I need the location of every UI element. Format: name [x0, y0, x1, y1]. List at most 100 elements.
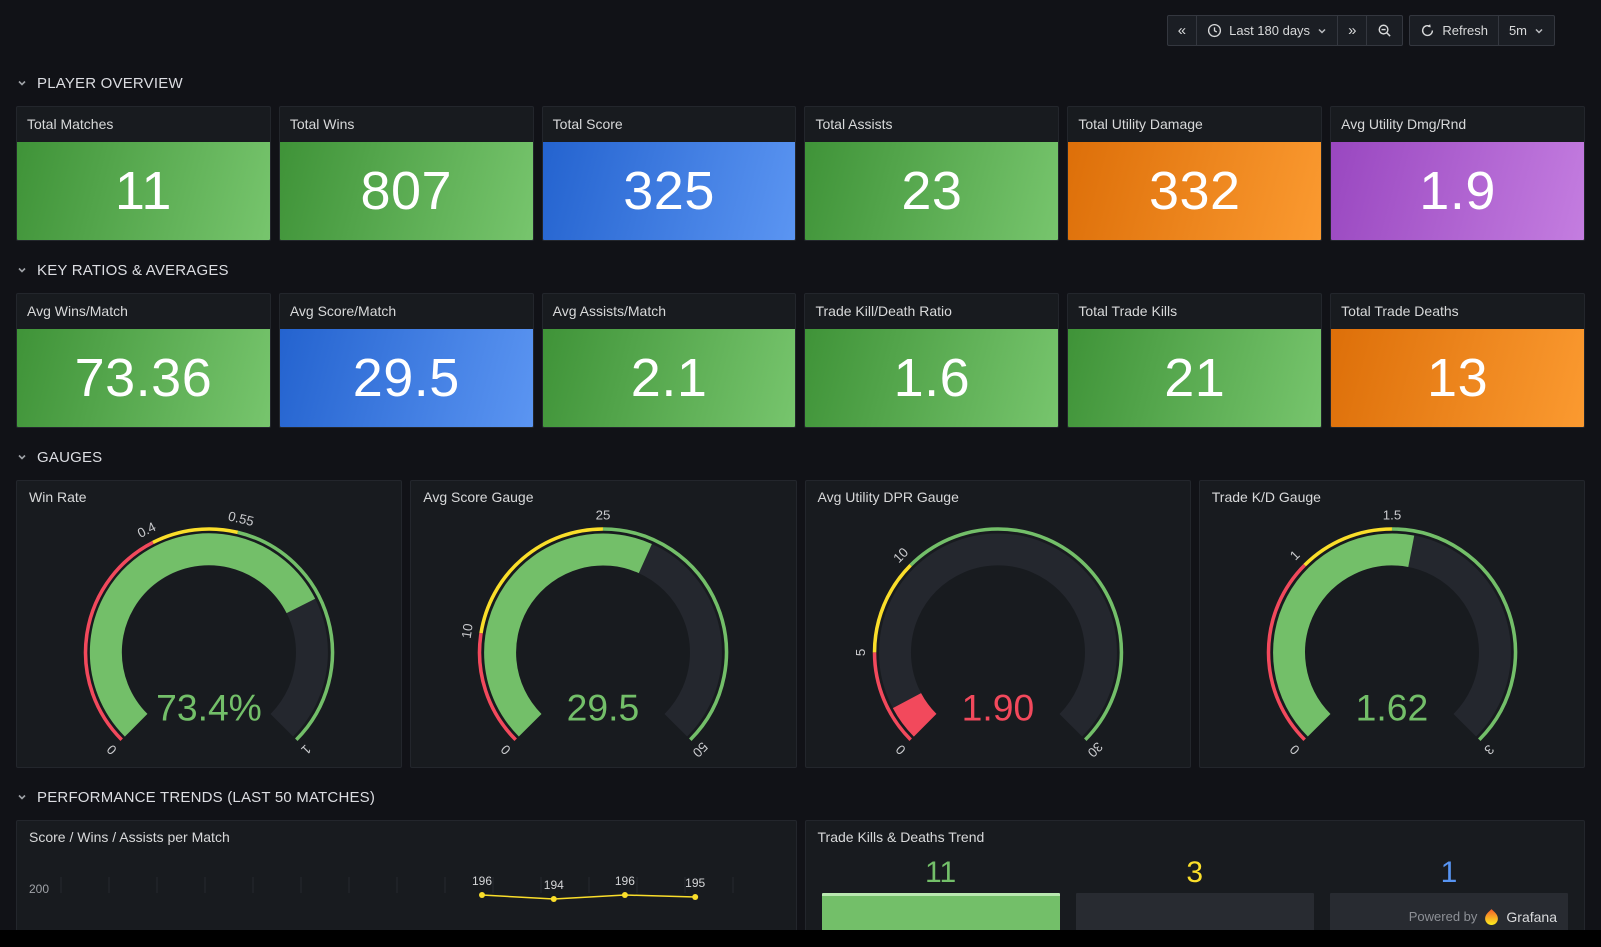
time-shift-back-button[interactable]: «	[1166, 15, 1198, 46]
grafana-brand-link[interactable]: Grafana	[1506, 908, 1557, 925]
svg-text:10: 10	[890, 545, 911, 566]
svg-text:1.62: 1.62	[1356, 687, 1429, 729]
section-header-key-ratios[interactable]: KEY RATIOS & AVERAGES	[16, 259, 1585, 281]
utility-dpr-gauge: 0 5 10 30 1.90	[818, 505, 1178, 759]
gauge-panel-trade-kd: Trade K/D Gauge 0 1 1.5 3 1.62	[1198, 480, 1585, 768]
panel-title[interactable]: Total Wins	[289, 116, 355, 132]
panel-title[interactable]: Total Matches	[27, 116, 114, 132]
chevron-down-icon	[1534, 26, 1544, 36]
refresh-interval-label: 5m	[1508, 23, 1527, 38]
section-header-player-overview[interactable]: PLAYER OVERVIEW	[16, 72, 1585, 94]
double-chevron-right-icon: »	[1348, 22, 1357, 39]
svg-text:1: 1	[1287, 547, 1303, 563]
stat-value: 1.9	[1331, 142, 1584, 240]
section-header-trends[interactable]: PERFORMANCE TRENDS (LAST 50 MATCHES)	[16, 786, 1585, 808]
clock-icon	[1207, 23, 1222, 38]
panel-title[interactable]: Total Utility Damage	[1078, 116, 1203, 132]
gauge-panel-avg-score: Avg Score Gauge 0 10 25 50 29.5	[410, 480, 797, 768]
svg-text:200: 200	[29, 882, 49, 896]
svg-text:0.4: 0.4	[135, 519, 159, 541]
stat-panel-total-utility-damage: Total Utility Damage 332	[1067, 106, 1323, 241]
win-rate-gauge: 0 0.4 0.55 1 73.4%	[29, 505, 389, 759]
trends-row: Score / Wins / Assists per Match 200 196 1…	[16, 820, 1585, 947]
dashboard-toolbar: « Last 180 days » Refresh 5m	[1166, 15, 1555, 46]
panel-title[interactable]: Avg Utility DPR Gauge	[817, 489, 959, 505]
refresh-label: Refresh	[1442, 23, 1488, 38]
stat-panel-trade-kd-ratio: Trade Kill/Death Ratio 1.6	[804, 293, 1060, 428]
stat-value: 23	[805, 142, 1059, 240]
stat-value: 21	[1068, 329, 1322, 427]
stat-row-2: Avg Wins/Match 73.36 Avg Score/Match 29.…	[16, 293, 1585, 428]
chevron-down-icon	[16, 77, 28, 89]
stat-value: 332	[1068, 142, 1322, 240]
stat-panel-total-trade-deaths: Total Trade Deaths 13	[1330, 293, 1585, 428]
panel-title[interactable]: Avg Score/Match	[289, 303, 397, 319]
gauge-chart: 0 1 1.5 3 1.62	[1266, 507, 1518, 758]
stat-row-1: Total Matches 11 Total Wins 807 Total Sc…	[16, 106, 1585, 241]
refresh-interval-dropdown[interactable]: 5m	[1498, 15, 1555, 46]
bar-gauge-value: 3	[1186, 856, 1204, 889]
chevron-down-icon	[16, 451, 28, 463]
stat-value: 2.1	[542, 329, 796, 427]
stat-panel-total-score: Total Score 325	[541, 106, 797, 241]
panel-title[interactable]: Trade Kills & Deaths Trend	[817, 829, 985, 845]
svg-text:196: 196	[615, 874, 635, 888]
line-chart: 200 196 194 196 195	[25, 851, 788, 946]
svg-text:0: 0	[104, 742, 120, 758]
panel-title[interactable]: Score / Wins / Assists per Match	[29, 829, 230, 845]
panel-title[interactable]: Total Trade Deaths	[1341, 303, 1459, 319]
svg-text:29.5: 29.5	[567, 687, 640, 729]
stat-value: 11	[17, 142, 270, 240]
chevron-down-icon	[16, 264, 28, 276]
svg-text:195: 195	[685, 876, 705, 890]
svg-text:5: 5	[853, 649, 868, 656]
svg-text:0: 0	[892, 742, 908, 758]
gauge-chart: 0 5 10 30 1.90	[853, 527, 1123, 759]
panel-title[interactable]: Avg Score Gauge	[423, 489, 534, 505]
svg-text:1.90: 1.90	[961, 687, 1034, 729]
avg-score-gauge: 0 10 25 50 29.5	[423, 505, 783, 759]
panel-title[interactable]: Trade K/D Gauge	[1211, 489, 1321, 505]
time-range-picker[interactable]: Last 180 days	[1197, 15, 1339, 46]
time-controls-group: « Last 180 days »	[1166, 15, 1404, 46]
stat-value: 13	[1331, 329, 1584, 427]
refresh-button[interactable]: Refresh	[1409, 15, 1499, 46]
svg-text:73.4%: 73.4%	[156, 687, 262, 729]
gauges-row: Win Rate 0 0.4 0.55 1 73.4% Avg Score Gauge …	[16, 480, 1585, 768]
panel-title[interactable]: Avg Assists/Match	[552, 303, 666, 319]
grafana-logo-icon	[1483, 908, 1500, 925]
gauge-panel-win-rate: Win Rate 0 0.4 0.55 1 73.4%	[16, 480, 403, 768]
stat-value: 73.36	[17, 329, 270, 427]
time-shift-forward-button[interactable]: »	[1338, 15, 1368, 46]
stat-value: 807	[279, 142, 533, 240]
panel-title[interactable]: Trade Kill/Death Ratio	[815, 303, 952, 319]
panel-title[interactable]: Win Rate	[29, 489, 87, 505]
svg-text:50: 50	[690, 739, 711, 759]
stat-panel-total-trade-kills: Total Trade Kills 21	[1067, 293, 1323, 428]
panel-title[interactable]: Avg Utility Dmg/Rnd	[1341, 116, 1467, 132]
panel-title[interactable]: Total Trade Kills	[1078, 303, 1178, 319]
svg-text:0: 0	[1287, 742, 1303, 758]
zoom-out-time-button[interactable]	[1367, 15, 1404, 46]
svg-text:3: 3	[1481, 742, 1497, 758]
time-range-label: Last 180 days	[1229, 23, 1311, 38]
stat-value: 1.6	[805, 329, 1059, 427]
svg-text:0.55: 0.55	[227, 508, 256, 529]
stat-value: 29.5	[279, 329, 533, 427]
panel-title[interactable]: Avg Wins/Match	[27, 303, 128, 319]
panel-title[interactable]: Total Assists	[815, 116, 893, 132]
bar-gauge-value: 1	[1440, 856, 1458, 889]
trade-kd-gauge: 0 1 1.5 3 1.62	[1212, 505, 1572, 759]
stat-panel-avg-utility-dmg: Avg Utility Dmg/Rnd 1.9	[1330, 106, 1585, 241]
svg-text:30: 30	[1084, 739, 1105, 759]
panel-title[interactable]: Total Score	[552, 116, 623, 132]
svg-text:194: 194	[544, 878, 564, 892]
section-header-gauges[interactable]: GAUGES	[16, 446, 1585, 468]
stat-panel-total-matches: Total Matches 11	[16, 106, 271, 241]
section-title: PLAYER OVERVIEW	[37, 74, 183, 92]
grafana-footer: Powered by Grafana	[1409, 908, 1557, 925]
panel-trade-trend: Trade Kills & Deaths Trend 11 3 1	[804, 820, 1585, 947]
section-title: GAUGES	[37, 448, 103, 466]
panel-score-trend: Score / Wins / Assists per Match 200 196 1…	[16, 820, 797, 947]
chevron-down-icon	[16, 791, 28, 803]
